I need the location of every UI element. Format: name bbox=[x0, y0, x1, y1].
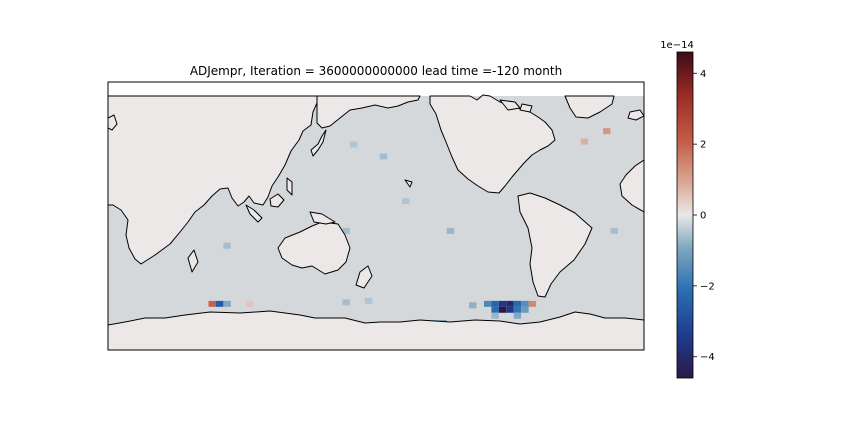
heatmap-cell-18 bbox=[469, 302, 477, 309]
heatmap-cell-25 bbox=[528, 300, 537, 307]
heatmap-cell-11 bbox=[215, 300, 224, 307]
heatmap-cell-29 bbox=[513, 306, 522, 313]
land-africa-west-edge bbox=[619, 159, 644, 213]
colorbar-tick-label-1: −2 bbox=[700, 281, 715, 292]
land-philippines bbox=[286, 177, 293, 196]
heatmap-cell-14 bbox=[342, 299, 350, 306]
heatmap-cell-30 bbox=[521, 306, 529, 313]
colorbar-tick-label-2: 0 bbox=[700, 211, 706, 222]
land-new-guinea bbox=[309, 211, 336, 225]
heatmap-cell-32 bbox=[491, 312, 499, 319]
colorbar-ticks: −4 −2 0 2 4 bbox=[693, 69, 715, 363]
heatmap-cell-15 bbox=[364, 297, 373, 304]
land-south-america bbox=[517, 192, 593, 298]
heatmap-cell-24 bbox=[521, 300, 529, 307]
heatmap-cell-4 bbox=[446, 227, 455, 234]
land-uk bbox=[108, 114, 118, 131]
land-canadian-archipelago bbox=[499, 99, 533, 113]
land-masses bbox=[108, 94, 644, 350]
heatmap-cell-19 bbox=[483, 300, 492, 307]
heatmap-cell-5 bbox=[223, 242, 231, 249]
heatmap-cell-22 bbox=[506, 300, 514, 307]
land-japan bbox=[310, 129, 327, 157]
heatmap-cell-0 bbox=[349, 141, 358, 148]
heatmap-cell-23 bbox=[513, 300, 522, 307]
heatmap-cell-8 bbox=[603, 128, 611, 135]
land-north-america bbox=[429, 94, 556, 194]
chart-title: ADJempr, Iteration = 3600000000000 lead … bbox=[190, 64, 562, 78]
map-axes bbox=[107, 81, 645, 351]
colorbar-gradient bbox=[676, 51, 694, 379]
colorbar-tick-label-3: 2 bbox=[700, 140, 706, 151]
heatmap-cell-27 bbox=[498, 306, 507, 313]
heatmap-cell-26 bbox=[491, 306, 499, 313]
colorbar-tick-label-0: −4 bbox=[700, 352, 715, 363]
heatmap-cell-7 bbox=[580, 138, 589, 145]
land-sumatra bbox=[245, 204, 263, 223]
heatmap-cell-21 bbox=[498, 300, 507, 307]
heatmap-cell-12 bbox=[223, 300, 231, 307]
land-australia bbox=[277, 221, 351, 275]
colorbar-exponent: 1e−14 bbox=[660, 40, 694, 51]
land-antarctica bbox=[108, 310, 644, 350]
land-new-zealand bbox=[355, 265, 373, 289]
heatmap-cell-1 bbox=[379, 153, 388, 160]
land-madagascar bbox=[187, 249, 199, 273]
land-east-asia-siberia bbox=[316, 95, 421, 129]
land-greenland bbox=[564, 95, 615, 119]
land-borneo bbox=[269, 193, 285, 208]
land-hawaii bbox=[404, 179, 413, 188]
map-frame bbox=[107, 81, 645, 351]
heatmap-cell-10 bbox=[208, 300, 216, 307]
heatmap-cells bbox=[108, 120, 618, 327]
heatmap-cell-13 bbox=[245, 300, 254, 307]
land-eurasia-africa bbox=[108, 95, 318, 265]
land-iceland bbox=[627, 109, 644, 121]
heatmap-cell-6 bbox=[610, 227, 618, 234]
heatmap-cell-3 bbox=[342, 227, 350, 234]
colorbar: −4 −2 0 2 4 1e−14 bbox=[660, 40, 715, 379]
heatmap-cell-2 bbox=[402, 198, 410, 205]
heatmap-cell-31 bbox=[513, 312, 522, 319]
colorbar-tick-label-4: 4 bbox=[700, 69, 706, 80]
heatmap-cell-28 bbox=[506, 306, 514, 313]
heatmap-cell-20 bbox=[491, 300, 499, 307]
